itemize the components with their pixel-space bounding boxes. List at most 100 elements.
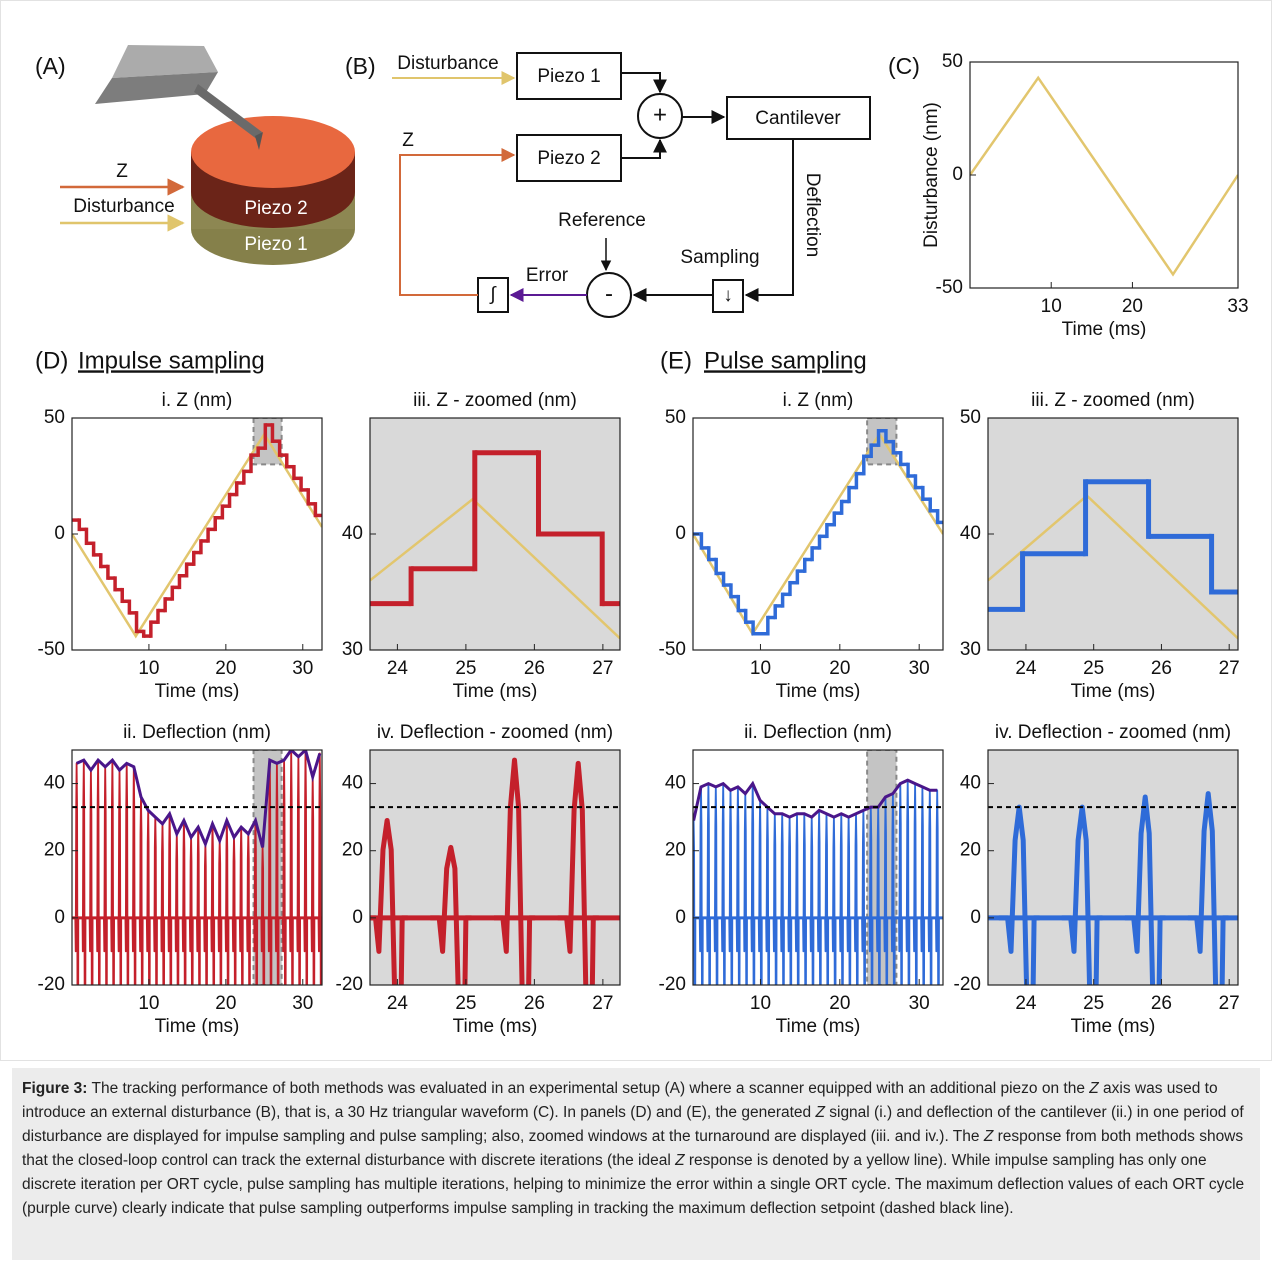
x-tick-label: 24 xyxy=(387,658,409,679)
spike xyxy=(742,792,748,985)
spike xyxy=(224,819,230,985)
chip xyxy=(95,72,218,104)
y-tick-label: 50 xyxy=(665,407,686,428)
caption-text: Z xyxy=(1089,1080,1099,1097)
spike xyxy=(181,819,187,985)
axes-box xyxy=(987,749,1239,986)
x-tick-label: 20 xyxy=(829,658,850,679)
caption-text: Z xyxy=(983,1128,994,1145)
y-tick-label: 50 xyxy=(44,407,65,428)
chart-title: iii. Z - zoomed (nm) xyxy=(1031,390,1195,411)
plot-area xyxy=(370,450,620,640)
x-tick-label: 20 xyxy=(1122,296,1143,317)
y-tick-label: 0 xyxy=(675,907,686,928)
y-tick-label: 0 xyxy=(675,523,686,544)
caption-text: response from both methods shows that th… xyxy=(22,1128,1244,1169)
spike xyxy=(281,759,287,985)
caption-text: Z xyxy=(815,1104,825,1121)
x-tick-label: 25 xyxy=(1083,658,1104,679)
caption-text: The tracking performance of both methods… xyxy=(87,1080,1090,1097)
spike xyxy=(998,804,1040,985)
spike xyxy=(370,818,408,985)
spike xyxy=(861,809,866,985)
x-tick-label: 10 xyxy=(138,658,159,679)
spike xyxy=(167,812,173,985)
x-tick-label: 26 xyxy=(1151,993,1172,1014)
y-tick-label: 20 xyxy=(342,840,363,861)
spike xyxy=(846,816,852,985)
x-axis-label: Time (ms) xyxy=(776,1016,861,1037)
x-tick-label: 30 xyxy=(292,658,313,679)
plot-area xyxy=(72,750,322,985)
x-tick-label: 30 xyxy=(292,993,313,1014)
spike xyxy=(102,765,108,985)
panel-a: (A) Z Disturbance Piezo 2 Piezo 1 xyxy=(35,45,355,265)
spike xyxy=(934,789,940,985)
label: - xyxy=(605,280,613,307)
spike xyxy=(1124,794,1166,985)
spike xyxy=(693,819,697,985)
spike xyxy=(246,833,251,985)
panel-label: (C) xyxy=(888,53,920,79)
chart-title: iv. Deflection - zoomed (nm) xyxy=(995,722,1231,743)
plot-area xyxy=(693,418,943,637)
y-tick-label: 50 xyxy=(960,407,981,428)
panel-label: (B) xyxy=(345,53,376,79)
y-tick-label: 20 xyxy=(960,840,981,861)
label: Disturbance xyxy=(73,196,174,217)
spike xyxy=(124,762,130,985)
label: ↓ xyxy=(723,285,733,306)
spike xyxy=(720,782,726,985)
spike xyxy=(267,759,273,985)
spike xyxy=(868,806,874,985)
y-tick-label: 40 xyxy=(665,773,686,794)
figure: (A) Z Disturbance Piezo 2 Piezo 1 (B) Di… xyxy=(0,0,1272,1061)
chart-title: i. Z (nm) xyxy=(162,390,233,411)
spike xyxy=(1187,791,1229,985)
y-tick-label: 30 xyxy=(342,639,363,660)
box xyxy=(516,52,622,100)
y-tick-label: 0 xyxy=(970,907,981,928)
x-tick-label: 10 xyxy=(1041,296,1062,317)
spike xyxy=(145,809,151,985)
label: + xyxy=(653,101,667,128)
x-tick-label: 20 xyxy=(215,993,236,1014)
spike xyxy=(824,812,830,985)
ideal-line xyxy=(970,75,1238,277)
spike xyxy=(831,816,837,985)
spike xyxy=(883,796,889,985)
spike xyxy=(88,769,94,985)
spike xyxy=(875,806,881,985)
y-tick-label: 40 xyxy=(960,523,981,544)
axes-box xyxy=(71,749,323,986)
spike xyxy=(794,812,800,985)
spike xyxy=(706,782,711,985)
spike xyxy=(779,812,785,985)
spike xyxy=(772,812,778,985)
x-tick-label: 25 xyxy=(455,993,476,1014)
spike xyxy=(750,782,756,985)
x-tick-label: 26 xyxy=(524,993,545,1014)
label: Deflection xyxy=(802,173,823,258)
caption-text: Figure 3: xyxy=(22,1080,88,1097)
ideal-line xyxy=(72,431,322,639)
y-tick-label: 40 xyxy=(342,523,363,544)
y-tick-label: -20 xyxy=(38,974,65,995)
chart: 24 25 26 27 30 40 iii. Z - zoomed (nm) Time (ms… xyxy=(342,390,621,702)
x-tick-label: 10 xyxy=(750,993,771,1014)
caption-text: axis was used to introduce an external d… xyxy=(22,1080,1218,1121)
axes-box xyxy=(71,417,323,651)
x-tick-label: 30 xyxy=(909,993,930,1014)
label: Z xyxy=(116,161,128,182)
spike xyxy=(890,792,896,985)
x-tick-label: 26 xyxy=(1151,658,1172,679)
spike xyxy=(787,816,793,985)
x-axis-label: Time (ms) xyxy=(453,1016,538,1037)
tip xyxy=(255,132,263,150)
spike xyxy=(838,812,844,985)
spike xyxy=(74,762,80,985)
y-tick-label: 40 xyxy=(342,773,363,794)
chart: 10 20 33 -50 0 50 Time (ms) Disturbance (nm) (C) xyxy=(888,51,1249,340)
chart-title: iv. Deflection - zoomed (nm) xyxy=(377,722,613,743)
x-tick-label: 33 xyxy=(1227,296,1248,317)
